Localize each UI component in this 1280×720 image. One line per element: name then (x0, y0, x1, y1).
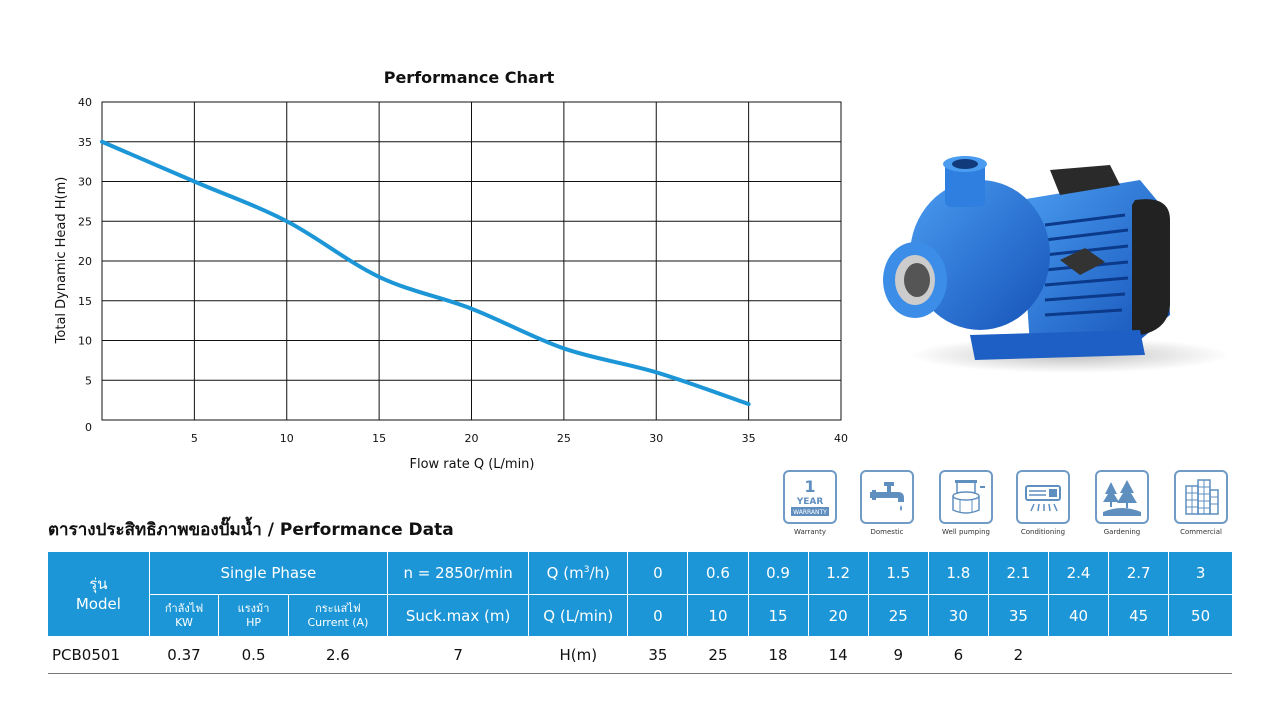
h-cell: 6 (928, 636, 989, 674)
y-tick-label: 30 (78, 176, 92, 189)
q-lmin-cell: 45 (1108, 594, 1170, 637)
warranty-icon: 1 YEAR WARRANTY (783, 470, 837, 524)
q-m3h-cell: 2.1 (988, 552, 1049, 595)
feature-warranty: 1 YEAR WARRANTY Warranty (770, 470, 850, 536)
single-phase-header: Single Phase (149, 552, 388, 595)
h-cell (1108, 636, 1169, 674)
model-cell: PCB0501 (48, 636, 150, 674)
y-tick-label: 20 (78, 255, 92, 268)
table-header-row: รุ่น Model Single Phase n = 2850r/min Q … (48, 552, 1232, 637)
chart-grid (101, 101, 842, 421)
h-cell: 35 (627, 636, 688, 674)
q-m3h-cell: 0 (627, 552, 689, 595)
table-row: PCB0501 0.37 0.5 2.6 7 H(m) 35 25 18 14 … (48, 636, 1232, 674)
trees-icon (1095, 470, 1149, 524)
y-axis-label: Total Dynamic Head H(m) (54, 177, 69, 345)
q-m3h-cell: 1.2 (808, 552, 869, 595)
feature-well-pumping: Well pumping (926, 470, 1006, 536)
feature-label: Well pumping (942, 528, 990, 536)
q-m3h-cell: 2.7 (1108, 552, 1170, 595)
feature-label: Gardening (1103, 528, 1141, 536)
well-icon (939, 470, 993, 524)
h-cell: 14 (808, 636, 869, 674)
q-lmin-cell: 35 (988, 594, 1049, 637)
h-cell: 9 (868, 636, 929, 674)
y-tick-label: 15 (78, 295, 92, 308)
chart-series (100, 139, 751, 407)
x-tick-label: 5 (191, 432, 198, 445)
q-lmin-cell: 20 (808, 594, 869, 637)
h-cell: 18 (748, 636, 809, 674)
air-conditioner-icon (1016, 470, 1070, 524)
y-tick-label: 40 (78, 96, 92, 109)
q-lmin-cell: 15 (748, 594, 809, 637)
h-cell: 2 (988, 636, 1049, 674)
section-title: ตารางประสิทธิภาพของปั๊มน้ำ / Performance… (48, 520, 454, 540)
warranty-badge-small: WARRANTY (793, 509, 827, 516)
x-axis-label: Flow rate Q (L/min) (410, 457, 535, 472)
speed-header: n = 2850r/min (387, 552, 530, 595)
faucet-icon (860, 470, 914, 524)
y-tick-label: 25 (78, 215, 92, 228)
kw-cell: 0.37 (149, 636, 219, 674)
y-tick-label: 5 (85, 374, 92, 387)
feature-label: Domestic (870, 528, 904, 536)
warranty-badge-year: YEAR (796, 497, 824, 507)
suck-cell: 7 (387, 636, 529, 674)
feature-label: Conditioning (1020, 528, 1066, 536)
q-m3h-cell: 0.6 (687, 552, 749, 595)
x-tick-label: 15 (372, 432, 386, 445)
h-cell (1168, 636, 1232, 674)
x-tick-label: 10 (280, 432, 294, 445)
table-subheader-row: กำลังไฟ KW แรงม้า HP กระแสไฟ Current (A) Su… (48, 594, 1232, 637)
feature-label: Commercial (1180, 528, 1222, 536)
series-line (100, 139, 751, 407)
hp-header: แรงม้า HP (218, 594, 289, 637)
q-lmin-header: Q (L/min) (528, 594, 629, 637)
q-m3h-cell: 2.4 (1048, 552, 1110, 595)
q-m3h-cell: 0.9 (748, 552, 809, 595)
suck-header: Suck.max (m) (387, 594, 530, 637)
pump-product-image (883, 156, 1230, 373)
q-lmin-cell: 25 (868, 594, 929, 637)
model-header-en: Model (75, 595, 121, 613)
feature-domestic: Domestic (847, 470, 927, 536)
feature-label: Warranty (793, 528, 826, 536)
x-tick-label: 20 (465, 432, 479, 445)
h-label-cell: H(m) (528, 636, 628, 674)
performance-table: รุ่น Model Single Phase n = 2850r/min Q … (48, 552, 1232, 674)
current-header: กระแสไฟ Current (A) (288, 594, 388, 637)
warranty-badge-number: 1 (804, 477, 815, 496)
kw-header: กำลังไฟ KW (149, 594, 220, 637)
q-m3h-cell: 1.5 (868, 552, 929, 595)
q-lmin-cell: 10 (687, 594, 749, 637)
y-tick-label: 35 (78, 136, 92, 149)
q-lmin-cell: 50 (1168, 594, 1232, 637)
current-cell: 2.6 (288, 636, 388, 674)
h-cell: 25 (687, 636, 749, 674)
x-tick-label: 40 (834, 432, 848, 445)
h-cell (1048, 636, 1109, 674)
performance-chart: Performance Chart 5 10 15 20 25 30 35 40 0 5 10 15 2… (54, 68, 848, 472)
feature-conditioning: Conditioning (1003, 470, 1083, 536)
hp-cell: 0.5 (218, 636, 289, 674)
feature-gardening: Gardening (1082, 470, 1162, 536)
x-tick-label: 35 (742, 432, 756, 445)
x-tick-label: 25 (557, 432, 571, 445)
y-tick-label: 10 (78, 335, 92, 348)
chart-title: Performance Chart (384, 68, 555, 87)
model-header: รุ่น Model (48, 552, 150, 637)
building-icon (1174, 470, 1228, 524)
y-tick-label: 0 (85, 421, 92, 434)
chart-ticks: 5 10 15 20 25 30 35 40 0 5 10 15 20 25 30 35 40 (78, 96, 848, 445)
q-m3h-cell: 3 (1168, 552, 1232, 595)
q-lmin-cell: 40 (1048, 594, 1110, 637)
q-lmin-cell: 30 (928, 594, 989, 637)
feature-commercial: Commercial (1161, 470, 1241, 536)
model-header-th: รุ่น (89, 575, 108, 593)
q-m3h-cell: 1.8 (928, 552, 989, 595)
x-tick-label: 30 (649, 432, 663, 445)
q-lmin-cell: 0 (627, 594, 689, 637)
q-m3h-header: Q (m3/h) (528, 552, 629, 595)
